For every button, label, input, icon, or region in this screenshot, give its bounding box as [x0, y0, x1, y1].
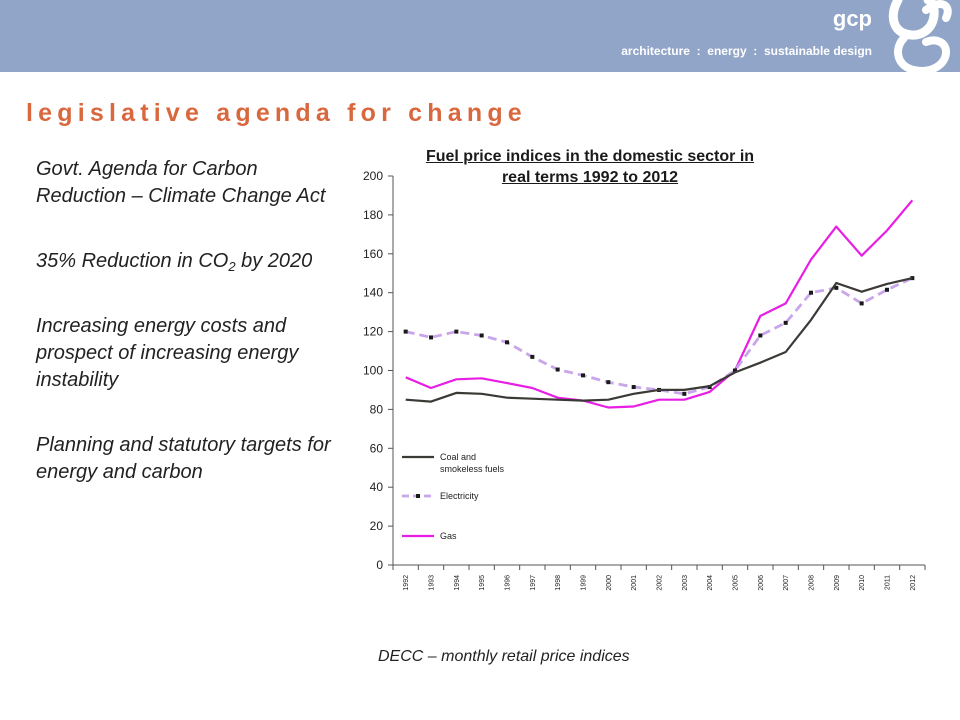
- x-tick-label: 2001: [631, 575, 638, 591]
- electricity-point: [606, 380, 611, 385]
- x-tick-label: 1996: [504, 575, 511, 591]
- electricity-point: [505, 340, 509, 345]
- electricity-point: [758, 333, 763, 338]
- x-tick-label: 1997: [530, 575, 537, 591]
- y-tick-label: 180: [363, 208, 383, 222]
- y-tick-label: 140: [363, 286, 383, 300]
- y-tick-label: 0: [376, 558, 383, 572]
- x-tick-label: 2012: [910, 575, 917, 591]
- legend-label-coal: Coal and: [440, 452, 476, 462]
- bullet-co2-year: by 2020: [235, 250, 313, 272]
- electricity-point: [454, 329, 459, 334]
- chart-title: Fuel price indices in the domestic secto…: [425, 148, 755, 186]
- electricity-point: [885, 287, 889, 292]
- x-tick-label: 1992: [403, 575, 410, 591]
- legend-label-gas: Gas: [440, 531, 457, 541]
- bullet-planning-targets: Planning and statutory targets for energ…: [36, 434, 331, 483]
- legend-label-coal: smokeless fuels: [440, 464, 505, 474]
- electricity-point: [429, 335, 433, 340]
- series-line-electricity: [405, 276, 913, 396]
- legend-label-electricity: Electricity: [440, 491, 479, 501]
- x-tick-label: 2007: [783, 575, 790, 591]
- x-tick-label: 2003: [682, 575, 689, 591]
- bullet-list: Govt. Agenda for Carbon Reduction – Clim…: [36, 156, 336, 524]
- electricity-point: [530, 354, 535, 359]
- electricity-point: [809, 290, 813, 295]
- y-tick-label: 60: [370, 441, 384, 455]
- x-tick-label: 2008: [808, 575, 815, 591]
- electricity-point: [479, 333, 484, 338]
- series-line-coal: [405, 277, 913, 403]
- y-tick-label: 40: [370, 480, 384, 494]
- x-tick-label: 2011: [884, 575, 891, 590]
- x-tick-label: 2006: [758, 575, 765, 591]
- x-tick-label: 2004: [707, 575, 714, 591]
- y-tick-label: 200: [363, 169, 383, 183]
- electricity-point: [631, 385, 636, 390]
- electricity-point: [682, 391, 687, 396]
- x-tick-label: 2000: [606, 575, 613, 591]
- legend-marker-electricity: [416, 494, 420, 498]
- y-tick-label: 100: [363, 364, 383, 378]
- bullet-energy-costs: Increasing energy costs and prospect of …: [36, 315, 299, 391]
- y-tick-label: 120: [363, 325, 383, 339]
- source-note: DECC – monthly retail price indices: [378, 648, 630, 665]
- bullet-climate-change-act: Govt. Agenda for Carbon Reduction – Clim…: [36, 158, 326, 207]
- gcp-swirl-logo-icon: [888, 0, 952, 75]
- x-tick-label: 2005: [732, 575, 739, 591]
- x-tick-label: 1998: [555, 575, 562, 591]
- x-tick-label: 2009: [834, 575, 841, 591]
- page-title: legislative agenda for change: [26, 99, 527, 127]
- header-banner: gcp architecture : energy : sustainable …: [0, 0, 960, 75]
- x-tick-label: 1994: [454, 575, 461, 591]
- bullet-co2-text: 35% Reduction in CO: [36, 250, 229, 272]
- x-tick-label: 2010: [859, 575, 866, 591]
- x-tick-label: 1993: [428, 575, 435, 591]
- electricity-point: [555, 367, 560, 372]
- brand-name: gcp: [832, 6, 872, 31]
- y-tick-label: 80: [370, 402, 384, 416]
- y-tick-label: 20: [370, 519, 384, 533]
- electricity-point: [733, 368, 737, 373]
- electricity-point: [403, 329, 408, 334]
- x-tick-label: 1999: [580, 575, 587, 591]
- brand-tagline: architecture : energy : sustainable desi…: [621, 44, 872, 58]
- y-tick-label: 160: [363, 247, 383, 261]
- electricity-point: [581, 373, 585, 378]
- series-line-gas: [405, 199, 914, 409]
- fuel-price-chart: 0 20 40 60 80 100 120 140 160 180 200 1992 1993 1994 1…: [363, 169, 926, 591]
- x-tick-label: 2002: [656, 575, 663, 591]
- electricity-point: [910, 276, 915, 281]
- co2-subscript: 2: [228, 259, 236, 274]
- x-tick-label: 1995: [479, 575, 486, 591]
- bullet-co2-reduction: 35% Reduction in CO2 by 2020: [36, 248, 336, 275]
- electricity-point: [834, 285, 839, 290]
- electricity-point: [783, 320, 788, 325]
- electricity-point: [859, 301, 864, 306]
